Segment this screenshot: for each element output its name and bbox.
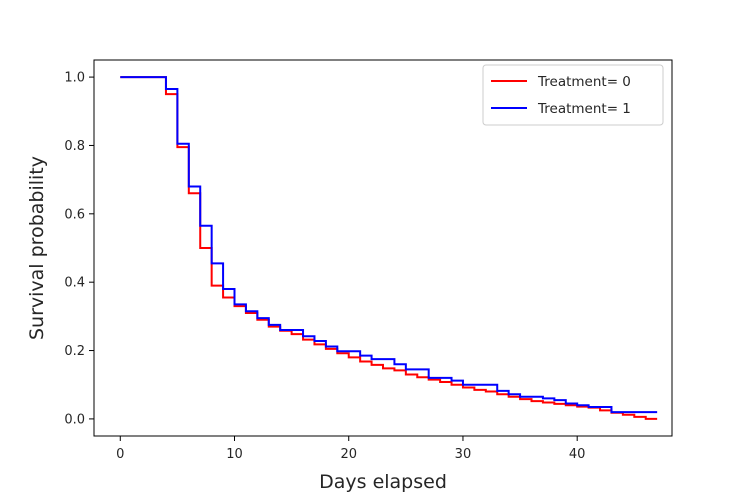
survival-curves [120, 76, 658, 420]
y-axis-ticks: 0.0 0.2 0.4 0.6 0.8 1.0 [64, 71, 94, 427]
survival-curve-treatment-1 [120, 76, 658, 414]
legend-label-treatment-0: Treatment= 0 [537, 74, 631, 90]
plot-frame [93, 59, 673, 437]
legend: Treatment= 0 Treatment= 1 [482, 64, 664, 126]
x-tick-label: 30 [455, 447, 472, 462]
x-axis-label: Days elapsed [319, 471, 447, 493]
y-tick-label: 0.2 [64, 344, 85, 359]
y-tick-label: 0.4 [64, 276, 85, 291]
x-tick-label: 20 [340, 447, 357, 462]
x-tick-label: 0 [116, 447, 124, 462]
y-tick-label: 0.0 [64, 412, 85, 427]
legend-label-treatment-1: Treatment= 1 [537, 101, 631, 117]
x-axis-ticks: 0 10 20 30 40 [116, 436, 585, 462]
y-tick-label: 1.0 [64, 71, 85, 86]
legend-box [482, 64, 664, 126]
x-tick-label: 10 [226, 447, 243, 462]
survival-curve-treatment-0 [120, 76, 658, 420]
x-tick-label: 40 [569, 447, 586, 462]
y-tick-label: 0.6 [64, 207, 85, 222]
y-tick-label: 0.8 [64, 139, 85, 154]
y-axis-label: Survival probability [26, 156, 48, 340]
